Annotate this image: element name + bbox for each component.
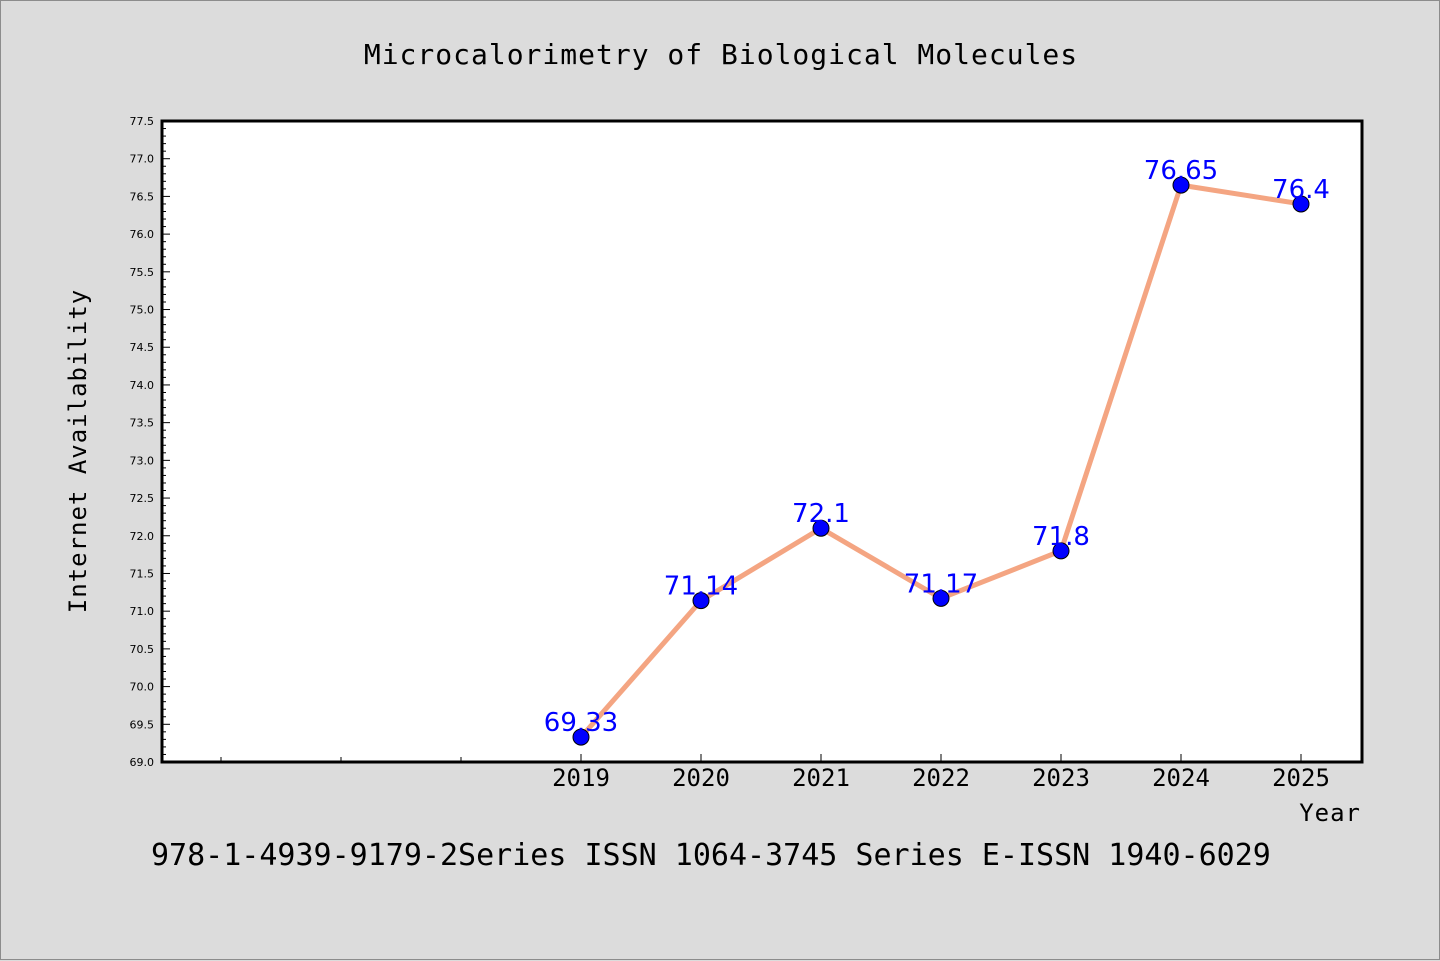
data-label: 76.4 (1272, 175, 1330, 205)
data-label: 71.17 (904, 569, 978, 599)
y-axis-label: Internet Availability (64, 289, 92, 613)
x-tick-label: 2022 (912, 764, 970, 792)
x-tick-label: 2021 (792, 764, 850, 792)
series-group (572, 176, 1310, 746)
y-tick-label: 76.5 (130, 190, 155, 203)
chart-title: Microcalorimetry of Biological Molecules (364, 38, 1078, 71)
y-tick-label: 71.0 (130, 605, 155, 618)
y-tick-label: 76.0 (130, 228, 155, 241)
data-point (812, 519, 830, 537)
y-tick-label: 70.0 (130, 681, 155, 694)
x-axis-label: Year (1299, 799, 1361, 827)
y-axis: 69.0 69.5 70.0 70.5 71.0 71.5 72.0 72.5 73.0 73.5… (130, 115, 170, 769)
y-tick-label: 77.0 (130, 153, 155, 166)
data-point (1292, 195, 1310, 213)
data-label: 69.33 (544, 708, 618, 738)
x-tick-label: 2025 (1272, 764, 1330, 792)
plot-area (160, 119, 1364, 764)
x-tick-label: 2024 (1152, 764, 1210, 792)
y-tick-label: 72.5 (130, 492, 155, 505)
x-axis: 2019 2020 2021 2022 2023 2024 2025 (220, 754, 1330, 792)
y-tick-label: 71.5 (130, 567, 155, 580)
y-tick-label: 72.0 (130, 530, 155, 543)
y-tick-label: 73.5 (130, 417, 155, 430)
y-tick-label: 77.5 (130, 115, 155, 128)
data-point (572, 728, 590, 746)
y-tick-label: 75.0 (130, 304, 155, 317)
y-tick-label: 73.0 (130, 454, 155, 467)
x-tick-label: 2023 (1032, 764, 1090, 792)
data-label: 72.1 (792, 499, 850, 529)
footer-isbn: 978-1-4939-9179-2Series ISSN 1064-3745 S… (151, 838, 1271, 873)
data-point (1052, 542, 1070, 560)
data-labels: 69.33 71.14 72.1 71.17 71.8 76.65 76.4 (544, 156, 1330, 738)
data-point (1172, 176, 1190, 194)
x-tick-label: 2020 (672, 764, 730, 792)
y-tick-label: 70.5 (130, 643, 155, 656)
data-label: 76.65 (1144, 156, 1218, 186)
data-label: 71.14 (664, 572, 738, 602)
data-point (692, 592, 710, 610)
data-label: 71.8 (1032, 522, 1090, 552)
y-tick-label: 75.5 (130, 266, 155, 279)
x-tick-label: 2019 (552, 764, 610, 792)
y-tick-label: 69.0 (130, 756, 155, 769)
y-tick-label: 74.5 (130, 341, 155, 354)
y-tick-label: 74.0 (130, 379, 155, 392)
y-tick-label: 69.5 (130, 718, 155, 731)
data-point (932, 589, 950, 607)
